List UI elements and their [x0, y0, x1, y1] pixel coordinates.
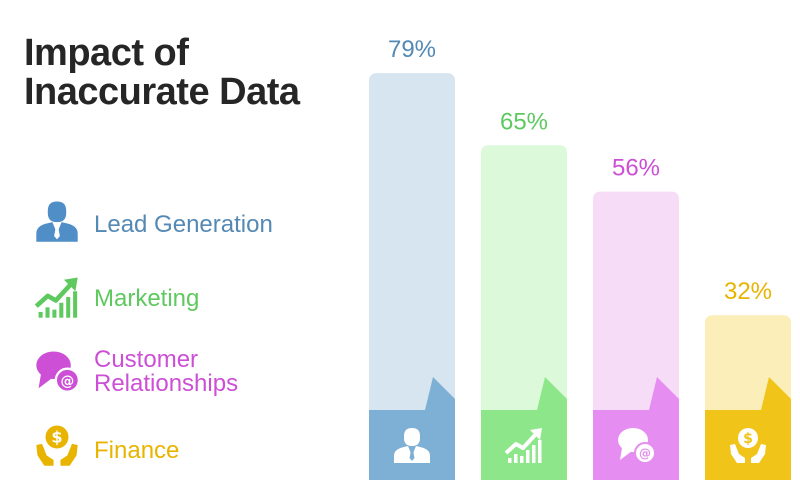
value-label-lead-generation: 79% — [388, 36, 436, 63]
bar-finance: 32% — [705, 278, 791, 480]
chat-email-icon: @ — [36, 351, 80, 393]
legend-item-finance: $ Finance — [30, 422, 350, 482]
bar-lead-generation: 79% — [369, 36, 455, 481]
svg-text:$: $ — [51, 428, 62, 447]
bar-base-marketing — [481, 377, 567, 480]
legend-item-customer-relationships: @ Customer Relationships — [30, 344, 350, 404]
legend-label-marketing: Marketing — [94, 285, 200, 312]
legend-item-marketing: Marketing — [30, 272, 350, 332]
value-label-finance: 32% — [724, 278, 772, 305]
svg-text:@: @ — [60, 373, 74, 389]
chart-title: Impact of Inaccurate Data — [24, 34, 300, 112]
chart-title-line-1: Impact of — [24, 32, 189, 74]
legend-label-finance: Finance — [94, 437, 180, 464]
growth-chart-icon — [34, 277, 78, 318]
money-hands-icon: $ — [36, 425, 78, 466]
legend-label-customer-relationships: Customer Relationships — [94, 346, 239, 397]
chart-title-line-2: Inaccurate Data — [24, 71, 300, 113]
value-label-customer-relationships: 56% — [612, 155, 660, 182]
businessman-icon — [36, 201, 78, 242]
bar-customer-relationships: 56% — [593, 155, 679, 480]
bar-marketing: 65% — [481, 108, 567, 480]
value-label-marketing: 65% — [500, 108, 548, 135]
legend-label-lead-generation: Lead Generation — [94, 211, 273, 238]
legend-item-lead-generation: Lead Generation — [30, 198, 350, 258]
